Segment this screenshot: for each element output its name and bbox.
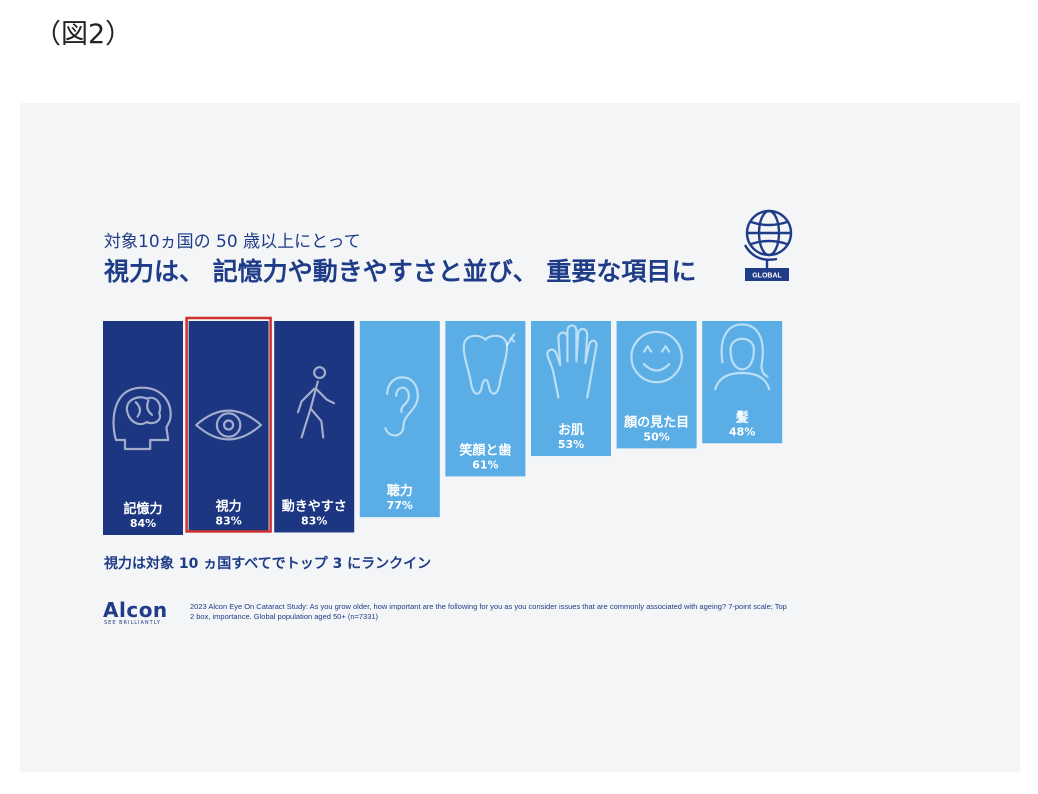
- bar-category-label: 視力: [215, 498, 242, 514]
- walking-person-icon: [296, 366, 336, 439]
- alcon-logo: Alcon: [103, 598, 168, 622]
- bar-記憶力: [103, 321, 183, 535]
- woman-head-icon: [714, 323, 771, 391]
- bar-value-label: 83%: [301, 514, 327, 527]
- bar-value-label: 50%: [643, 430, 669, 443]
- bar-category-label: 記憶力: [123, 501, 162, 517]
- eye-icon: [195, 409, 263, 441]
- source-note: 2023 Alcon Eye On Cataract Study: As you…: [190, 602, 787, 621]
- bar-category-label: お肌: [558, 423, 584, 438]
- bar-お肌: [531, 321, 611, 457]
- bar-value-label: 53%: [558, 438, 584, 451]
- logo-tagline: SEE BRILLIANTLY: [104, 620, 161, 626]
- bar-category-label: 笑顔と歯: [459, 442, 511, 458]
- ear-icon: [384, 376, 419, 437]
- bar-value-label: 61%: [472, 458, 498, 471]
- bar-value-label: 83%: [215, 514, 241, 527]
- bar-category-label: 髪: [735, 409, 749, 425]
- smiley-face-icon: [630, 330, 683, 384]
- brain-icon: [112, 386, 172, 451]
- highlight-frame: [185, 316, 272, 533]
- bar-視力: [188, 321, 269, 533]
- globe-icon: GLOBAL: [743, 209, 793, 281]
- figure-label: （図2）: [34, 19, 133, 50]
- tooth-icon: [462, 333, 516, 395]
- bar-value-label: 84%: [130, 517, 156, 530]
- bar-category-label: 動きやすさ: [282, 498, 347, 514]
- bar-value-label: 77%: [387, 499, 413, 512]
- bar-category-label: 聴力: [387, 483, 413, 499]
- hand-icon: [546, 324, 598, 399]
- bar-聴力: [359, 321, 440, 518]
- rank-note: 視力は対象 10 ヵ国すべてでトップ 3 にランクイン: [104, 556, 432, 572]
- bar-category-label: 顔の見た目: [623, 414, 689, 430]
- bar-顔の見た目: [616, 321, 697, 449]
- globe-badge-text: GLOBAL: [752, 273, 782, 280]
- bar-動きやすさ: [274, 321, 355, 533]
- headline: 視力は、 記憶力や動きやすさと並び、 重要な項目に: [104, 257, 697, 286]
- bar-笑顔と歯: [445, 321, 526, 477]
- bar-髪: [702, 321, 783, 444]
- subtitle: 対象10ヵ国の 50 歳以上にとって: [104, 232, 361, 252]
- bar-value-label: 48%: [729, 425, 755, 438]
